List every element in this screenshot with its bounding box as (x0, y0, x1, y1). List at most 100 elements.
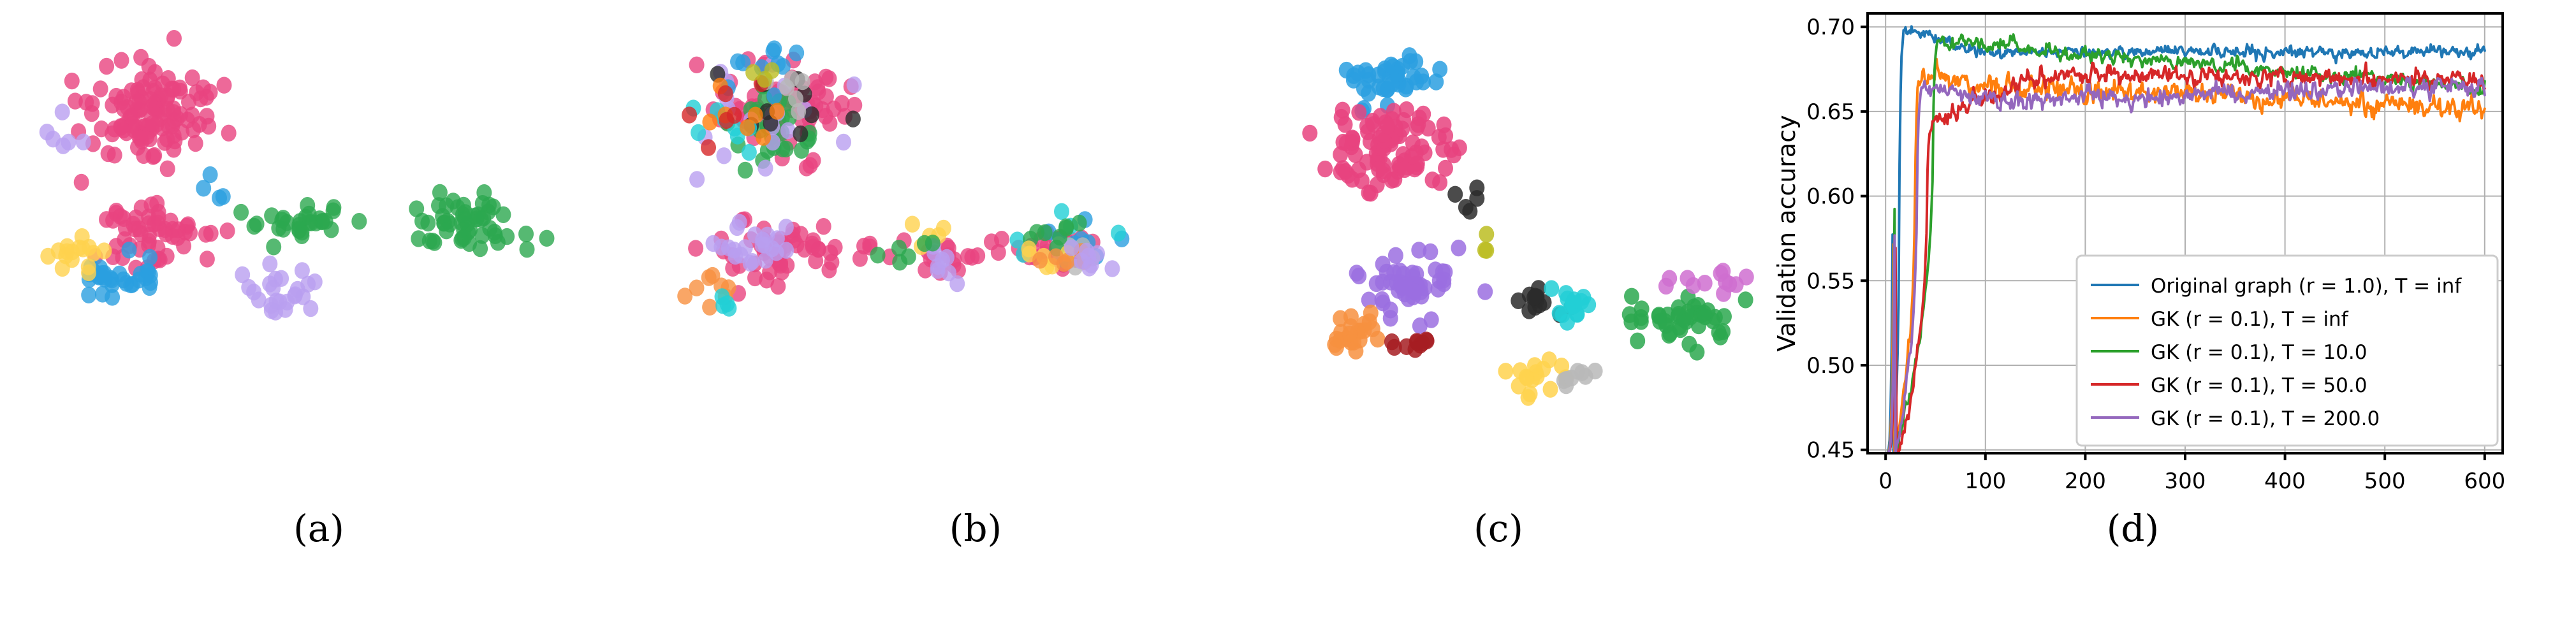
scatter-point (677, 287, 693, 305)
scatter-point (1713, 328, 1729, 345)
scatter-point (719, 112, 735, 129)
x-axis-tick-label: 0 (1878, 469, 1892, 494)
line-chart-panel-d: 0.45 0.50 0.55 0.60 0.65 0.70 0 100 200 300 400 500… (1760, 0, 2576, 504)
scatter-point (1469, 190, 1485, 207)
scatter-point (1715, 263, 1731, 280)
scatter-point (219, 222, 235, 240)
scatter-point (495, 206, 511, 223)
scatter-point (714, 288, 730, 305)
scatter-point (143, 273, 158, 291)
scatter-point (766, 87, 782, 105)
scatter-point (1386, 264, 1402, 281)
scatter-point (1521, 302, 1537, 319)
scatter-point (439, 222, 455, 240)
scatter-point (1451, 239, 1467, 257)
scatter-point (277, 301, 293, 318)
scatter-point (1423, 243, 1438, 261)
scatter-point (1477, 242, 1493, 259)
scatter-point (96, 242, 112, 259)
scatter-point (1104, 260, 1120, 277)
scatter-point (1351, 267, 1367, 285)
scatter-point (682, 106, 698, 124)
scatter-point (241, 279, 257, 296)
scatter-point (351, 213, 367, 230)
panel-caption-a: (a) (293, 507, 344, 550)
scatter-point (121, 242, 137, 259)
scatter-point (67, 92, 83, 110)
scatter-point (131, 272, 147, 289)
scatter-point (1351, 104, 1367, 121)
scatter-point (472, 240, 488, 258)
scatter-point (1397, 161, 1412, 178)
scatter-point (1411, 242, 1427, 259)
scatter-point (1680, 270, 1695, 287)
scatter-point (249, 215, 265, 233)
panel-caption-b: (b) (949, 507, 1002, 550)
scatter-panel-c (1288, 0, 1760, 504)
scatter-point (892, 254, 908, 271)
scatter-point (266, 238, 282, 256)
scatter-point (1412, 317, 1428, 335)
scatter-point (846, 76, 862, 94)
scatter-point (1462, 203, 1478, 220)
scatter-point (1386, 338, 1402, 356)
scatter-point (1623, 313, 1639, 331)
scatter-point (716, 147, 732, 164)
scatter-point (930, 258, 946, 275)
scatter-point (918, 261, 933, 279)
scatter-point (141, 233, 157, 250)
scatter-point (64, 72, 80, 90)
scatter-point (427, 234, 443, 251)
scatter-point (791, 103, 807, 120)
legend-label: GK (r = 0.1), T = 10.0 (2151, 341, 2367, 364)
scatter-point (1387, 247, 1403, 264)
scatter-point (212, 189, 227, 207)
scatter-point (1054, 203, 1069, 220)
scatter-point (108, 238, 124, 255)
scatter-point (202, 166, 218, 184)
scatter-canvas-a (39, 30, 555, 321)
scatter-point (747, 226, 763, 244)
scatter-point (1414, 68, 1430, 85)
scatter-point (105, 289, 121, 306)
scatter-point (1630, 332, 1646, 349)
scatter-point (54, 259, 70, 277)
scatter-point (1335, 160, 1350, 177)
scatter-point (1111, 224, 1126, 242)
scatter-point (808, 252, 824, 270)
y-axis-tick-label: 0.65 (1806, 99, 1855, 125)
scatter-point (1398, 276, 1414, 293)
scatter-point (1396, 112, 1412, 129)
scatter-point (1379, 117, 1395, 135)
scatter-point (1394, 57, 1410, 75)
y-axis-tick-label: 0.50 (1806, 353, 1855, 379)
scatter-point (1658, 277, 1674, 295)
scatter-point (1344, 129, 1360, 147)
scatter-point (1722, 275, 1738, 293)
scatter-point (1529, 368, 1545, 385)
scatter-point (267, 270, 283, 288)
scatter-point (108, 87, 124, 105)
scatter-point (731, 214, 747, 231)
scatter-point (822, 115, 838, 132)
scatter-point (92, 80, 108, 98)
scatter-point (821, 70, 837, 87)
scatter-point (289, 280, 305, 298)
scatter-point (1696, 305, 1712, 322)
scatter-point (1431, 129, 1447, 146)
scatter-point (133, 48, 149, 66)
scatter-point (1544, 280, 1560, 297)
scatter-point (745, 64, 761, 81)
scatter-point (1032, 252, 1048, 269)
scatter-point (199, 251, 215, 268)
scatter-point (142, 249, 158, 266)
scatter-point (420, 214, 436, 232)
scatter-point (804, 235, 820, 253)
scatter-point (198, 226, 214, 243)
scatter-point (115, 100, 131, 117)
scatter-point (794, 73, 810, 91)
scatter-point (689, 56, 705, 74)
y-axis-tick-label: 0.60 (1806, 184, 1855, 210)
y-axis-tick-label: 0.45 (1806, 438, 1855, 463)
scatter-point (1428, 73, 1444, 91)
